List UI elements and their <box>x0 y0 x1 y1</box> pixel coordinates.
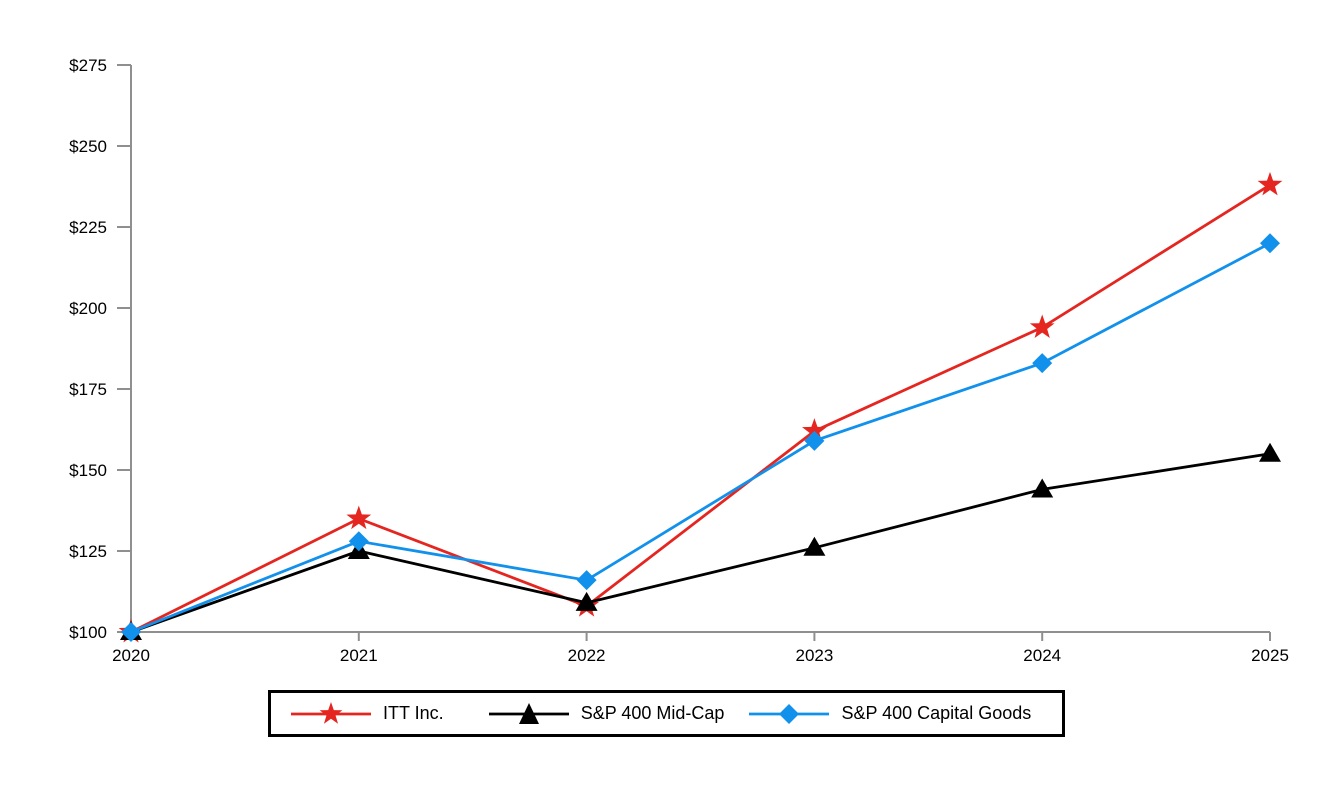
y-tick-label: $225 <box>69 218 107 237</box>
marker-diamond <box>1032 353 1053 374</box>
y-tick-label: $100 <box>69 623 107 642</box>
y-tick-label: $175 <box>69 380 107 399</box>
legend-item-sp400-capital-goods: S&P 400 Capital Goods <box>749 699 1031 729</box>
legend-item-sp400-midcap: S&P 400 Mid-Cap <box>488 699 725 729</box>
x-tick-label: 2024 <box>1023 646 1061 665</box>
y-tick-label: $150 <box>69 461 107 480</box>
legend-label-sp400-midcap: S&P 400 Mid-Cap <box>580 703 725 723</box>
midcap-triangle-marker-icon <box>488 699 569 729</box>
itt-star-marker-icon <box>291 699 371 729</box>
series-line <box>130 183 1271 634</box>
marker-diamond <box>576 570 597 591</box>
marker-triangle <box>575 591 598 611</box>
marker-triangle <box>803 536 826 556</box>
series-line <box>130 241 1271 634</box>
legend-label-sp400-capital-goods: S&P 400 Capital Goods <box>841 703 1032 723</box>
x-tick-label: 2025 <box>1251 646 1289 665</box>
y-tick-label: $125 <box>69 542 107 561</box>
marker-star <box>346 505 372 530</box>
marker-diamond <box>804 430 825 451</box>
marker-diamond <box>121 622 141 642</box>
x-tick-label: 2021 <box>340 646 378 665</box>
marker-triangle <box>1031 478 1054 498</box>
series-line <box>130 452 1271 634</box>
x-tick-label: 2022 <box>568 646 606 665</box>
legend-item-itt: ITT Inc. <box>291 699 444 729</box>
y-tick-label: $275 <box>69 56 107 75</box>
y-tick-label: $200 <box>69 299 107 318</box>
marker-star <box>1257 171 1283 196</box>
x-tick-label: 2020 <box>112 646 150 665</box>
marker-diamond <box>1260 233 1280 254</box>
x-tick-label: 2023 <box>795 646 833 665</box>
marker-star <box>802 418 827 442</box>
y-tick-label: $250 <box>69 137 107 156</box>
capital-goods-diamond-marker-icon <box>749 699 830 729</box>
marker-star <box>1029 314 1055 338</box>
chart-legend: ITT Inc. S&P 400 Mid-Cap S&P 400 Capital… <box>268 690 1065 737</box>
marker-diamond <box>348 531 369 552</box>
marker-triangle <box>1259 442 1281 462</box>
legend-label-itt: ITT Inc. <box>383 703 444 723</box>
